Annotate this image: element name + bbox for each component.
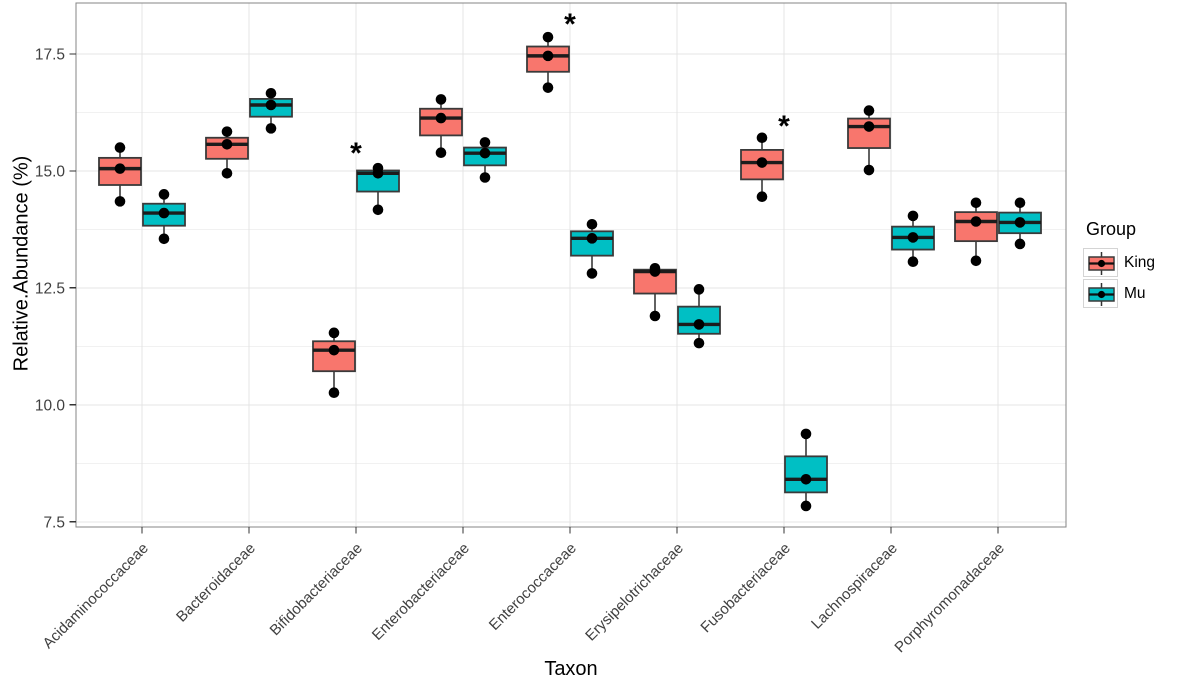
- x-tick-label: Enterobacteriaceae: [369, 540, 473, 644]
- data-point: [158, 233, 170, 245]
- data-point: [1014, 217, 1026, 228]
- y-tick-label: 15.0: [35, 163, 66, 180]
- data-point: [265, 123, 277, 134]
- data-point: [265, 87, 277, 99]
- data-point: [328, 327, 340, 339]
- data-point: [800, 473, 812, 485]
- y-tick-label: 17.5: [35, 46, 65, 63]
- data-point: [328, 344, 340, 356]
- panel-border: [75, 2, 1067, 528]
- data-point: [114, 196, 126, 207]
- legend-label-mu: Mu: [1124, 284, 1146, 302]
- data-point: [158, 189, 170, 200]
- data-point: [586, 233, 598, 244]
- data-point: [542, 82, 554, 93]
- data-point: [372, 162, 384, 174]
- data-point: [114, 163, 126, 174]
- x-tick-label: Enterococcaceae: [486, 540, 580, 634]
- data-point: [649, 310, 661, 322]
- data-point: [221, 138, 233, 150]
- significance-asterisk: *: [350, 137, 362, 170]
- plot-panel: [76, 3, 1066, 527]
- data-point: [114, 142, 126, 153]
- x-tick-label: Bifidobacteriaceae: [267, 540, 366, 639]
- data-point: [479, 137, 491, 148]
- data-point: [221, 126, 233, 137]
- data-point: [756, 157, 768, 168]
- data-point: [800, 428, 812, 440]
- data-point: [328, 387, 340, 399]
- y-tick-label: 7.5: [43, 514, 65, 531]
- x-tick-label: Lachnospiraceae: [808, 540, 901, 633]
- data-point: [800, 500, 812, 512]
- x-tick-label: Erysipelotrichaceae: [582, 540, 687, 645]
- data-point: [970, 255, 982, 267]
- data-point: [693, 319, 705, 330]
- y-tick-label: 10.0: [35, 397, 66, 414]
- legend-entry-king: King: [1083, 247, 1155, 278]
- data-point: [756, 191, 768, 202]
- data-point: [586, 218, 598, 230]
- data-point: [970, 197, 982, 209]
- data-point: [542, 31, 554, 43]
- data-point: [907, 256, 919, 268]
- x-tick-label: Acidaminococcaceae: [40, 540, 152, 652]
- data-point: [863, 121, 875, 132]
- legend-label-king: King: [1124, 253, 1156, 271]
- significance-asterisk: *: [564, 8, 576, 41]
- data-point: [586, 268, 598, 279]
- data-point: [907, 232, 919, 243]
- x-axis-title: Taxon: [544, 658, 598, 680]
- data-point: [372, 204, 384, 216]
- data-point: [479, 147, 491, 159]
- y-axis-title: Relative.Abundance (%): [10, 155, 33, 372]
- data-point: [158, 207, 170, 219]
- data-point: [221, 168, 233, 179]
- data-point: [970, 216, 982, 227]
- x-tick-label: Fusobacteriaceae: [697, 540, 793, 636]
- legend-title: Group: [1086, 219, 1137, 239]
- significance-asterisk: *: [778, 110, 790, 143]
- data-point: [435, 94, 447, 105]
- y-tick-label: 12.5: [35, 280, 65, 297]
- data-point: [907, 210, 919, 222]
- data-point: [1014, 238, 1026, 250]
- data-point: [435, 112, 447, 124]
- data-point: [693, 337, 705, 349]
- data-point: [542, 50, 554, 62]
- legend-entry-mu: Mu: [1083, 278, 1155, 309]
- x-tick-label: Bacteroidaceae: [173, 540, 259, 626]
- legend: Group King Mu: [1083, 219, 1155, 309]
- data-point: [649, 262, 661, 274]
- x-tick-label: Porphyromonadaceae: [891, 540, 1007, 656]
- boxplot-key-icon: [1083, 279, 1118, 308]
- data-point: [479, 172, 491, 183]
- data-point: [1014, 197, 1026, 209]
- data-point: [756, 132, 768, 144]
- data-point: [693, 284, 705, 295]
- data-point: [863, 105, 875, 116]
- data-point: [863, 164, 875, 176]
- boxplot-key-icon: [1083, 248, 1118, 277]
- data-point: [435, 147, 447, 159]
- data-point: [265, 99, 277, 111]
